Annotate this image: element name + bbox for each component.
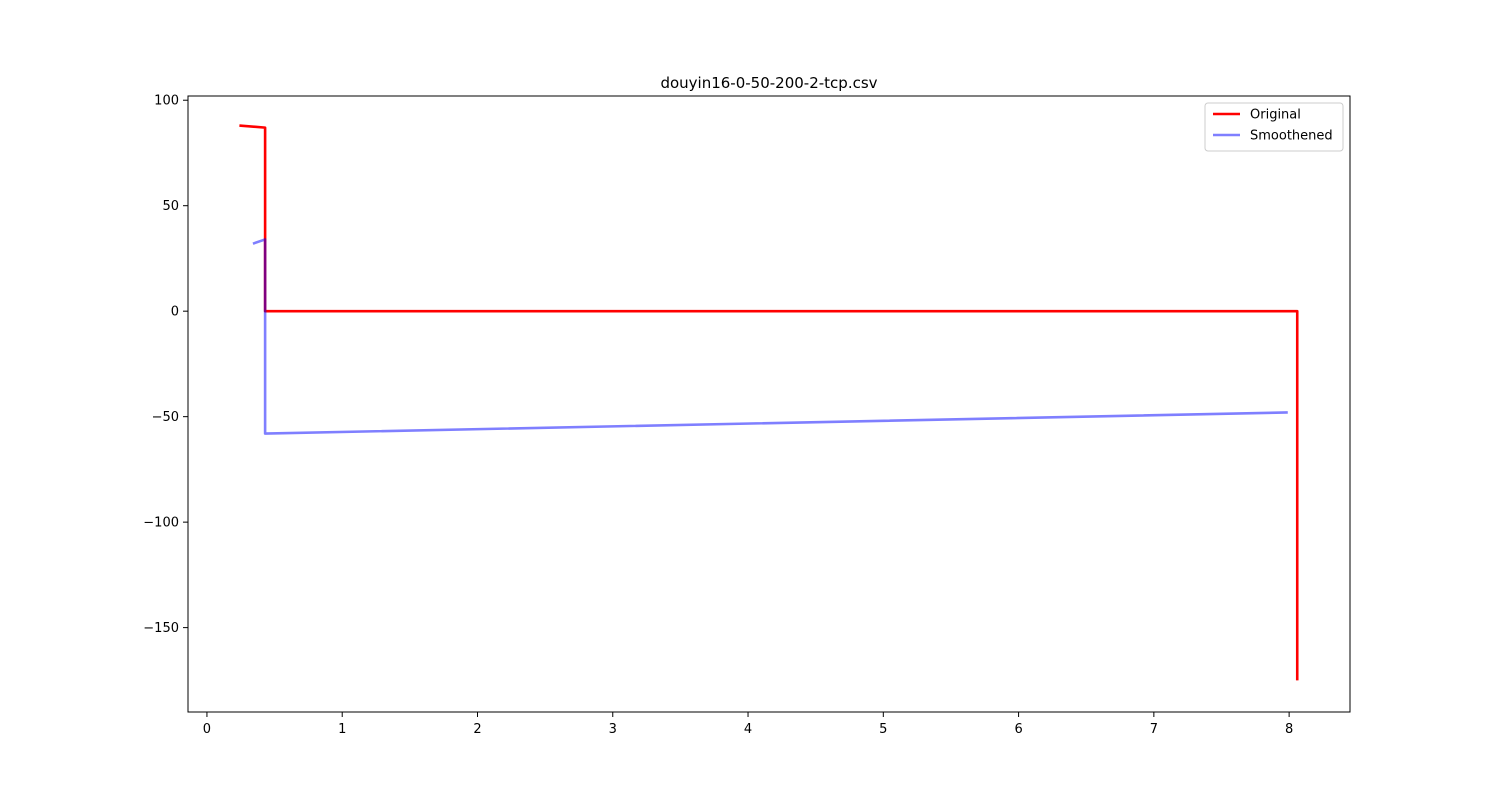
chart-title: douyin16-0-50-200-2-tcp.csv [660,74,877,92]
y-tick-label: −50 [152,410,179,425]
x-tick-label: 5 [879,722,887,737]
plot-area [187,95,1351,713]
series-line-original [239,124,1299,681]
x-tick-label: 0 [203,722,211,737]
x-tick-label: 7 [1150,722,1158,737]
y-tick-label: −100 [143,516,179,531]
x-tick-label: 2 [473,722,481,737]
legend: Original Smoothened [1204,102,1344,152]
y-tick-label: 100 [154,94,179,109]
axes-frame [187,95,1351,713]
x-tick-label: 8 [1285,722,1293,737]
legend-label-smoothened: Smoothened [1250,129,1333,144]
legend-label-original: Original [1250,108,1301,123]
y-tick-label: 50 [162,199,179,214]
x-axis: 0 1 2 3 4 5 6 7 8 [203,712,1293,737]
x-tick-label: 4 [744,722,752,737]
y-tick-label: −150 [143,621,179,636]
y-tick-label: 0 [171,305,179,320]
y-axis: 100 50 0 −50 −100 −150 [143,94,188,636]
x-tick-label: 6 [1014,722,1022,737]
x-tick-label: 1 [338,722,346,737]
x-tick-label: 3 [609,722,617,737]
series-line-smoothened [252,238,1288,435]
series-group [239,124,1299,681]
